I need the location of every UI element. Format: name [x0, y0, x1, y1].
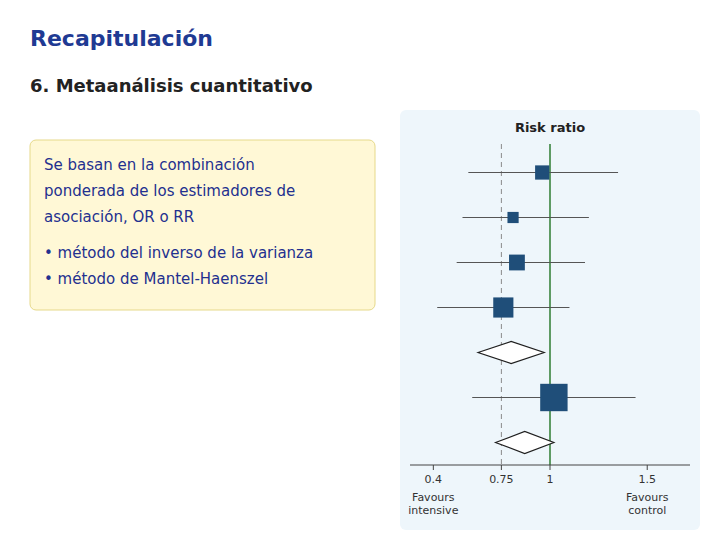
axis-label: Risk ratio [515, 120, 585, 135]
x-tick-label: 1.5 [638, 473, 656, 486]
text-box [30, 140, 375, 310]
confidence-interval [463, 217, 589, 218]
pooled-diamond [496, 432, 554, 454]
annotation-line: Favours [626, 491, 669, 504]
title: Recapitulación [30, 26, 213, 51]
study-square [493, 297, 513, 317]
annotation-line: control [628, 504, 666, 517]
x-tick [501, 465, 502, 470]
annotation-line: Favours [412, 491, 455, 504]
x-tick-label: 0.4 [425, 473, 443, 486]
study-square [535, 165, 549, 179]
annotation-line: intensive [408, 504, 458, 517]
plot-background [400, 110, 700, 530]
x-tick [550, 465, 551, 470]
study-square [509, 255, 525, 271]
annotation: Favourscontrol [626, 491, 669, 517]
plot-marks [437, 144, 635, 465]
annotation: Se basan en la combinación [44, 156, 255, 174]
subtitle: 6. Metaanálisis cuantitativo [30, 75, 313, 96]
annotation: asociación, OR o RR [44, 208, 194, 226]
annotation: Favoursintensive [408, 491, 458, 517]
x-tick-label: 0.75 [489, 473, 514, 486]
annotation: • método del inverso de la varianza [44, 244, 313, 262]
annotation: • método de Mantel-Haenszel [44, 270, 268, 288]
page: Recapitulación 6. Metaanálisis cuantitati… [0, 0, 720, 540]
study-square [507, 212, 518, 223]
x-tick [647, 465, 648, 470]
x-tick [433, 465, 434, 470]
x-tick-label: 1 [547, 473, 554, 486]
study-square [540, 384, 567, 411]
reference-line [549, 144, 551, 465]
annotation: ponderada de los estimadores de [44, 182, 295, 200]
pooled-diamond [478, 342, 544, 364]
